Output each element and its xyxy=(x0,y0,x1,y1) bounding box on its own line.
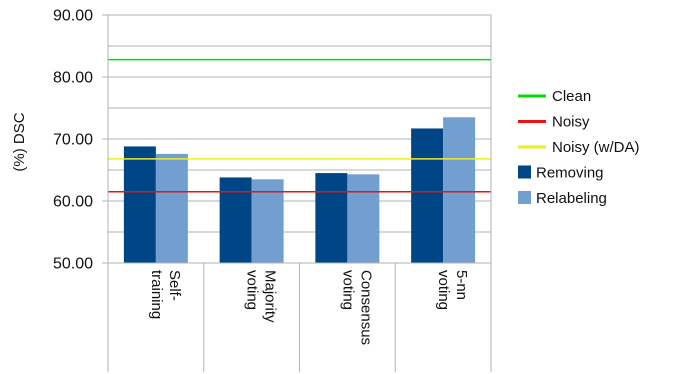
bar-relabeling-2 xyxy=(251,179,284,263)
legend: Clean Noisy Noisy (w/DA) Removing Relabeling xyxy=(518,88,640,207)
y-axis-title: (%) DSC xyxy=(11,112,28,171)
bar-relabeling-4 xyxy=(443,117,476,263)
category-label: training xyxy=(148,270,165,319)
category-label: voting xyxy=(435,270,452,310)
bar-relabeling-1 xyxy=(155,153,188,263)
category-label: Consensus xyxy=(357,270,374,345)
y-tick-label: 50.00 xyxy=(53,256,93,273)
bar-relabeling-3 xyxy=(347,174,380,263)
legend-label: Removing xyxy=(536,165,604,182)
reference-lines-layer xyxy=(108,58,491,193)
legend-label: Noisy (w/DA) xyxy=(552,139,640,156)
bar-removing-4 xyxy=(411,128,444,263)
legend-box-swatch xyxy=(518,165,531,179)
bars-layer xyxy=(123,117,476,263)
bar-removing-1 xyxy=(123,146,156,263)
category-label: voting xyxy=(244,270,261,310)
category-label: 5-nn xyxy=(453,270,470,300)
bar-removing-2 xyxy=(219,177,252,263)
category-label: voting xyxy=(339,270,356,310)
category-label: Self- xyxy=(166,270,183,301)
y-tick-label: 90.00 xyxy=(53,8,93,25)
legend-label: Relabeling xyxy=(536,190,607,207)
legend-label: Noisy xyxy=(552,114,590,131)
axis-layer: 50.00 60.00 70.00 80.00 90.00 Self-training Ma… xyxy=(53,8,492,372)
legend-box-swatch xyxy=(518,191,531,204)
y-tick-label: 60.00 xyxy=(53,194,93,211)
y-tick-label: 70.00 xyxy=(53,132,93,149)
y-tick-label: 80.00 xyxy=(53,70,93,87)
bar-removing-3 xyxy=(315,173,348,263)
category-label: Majority xyxy=(262,270,279,323)
legend-label: Clean xyxy=(552,88,591,105)
